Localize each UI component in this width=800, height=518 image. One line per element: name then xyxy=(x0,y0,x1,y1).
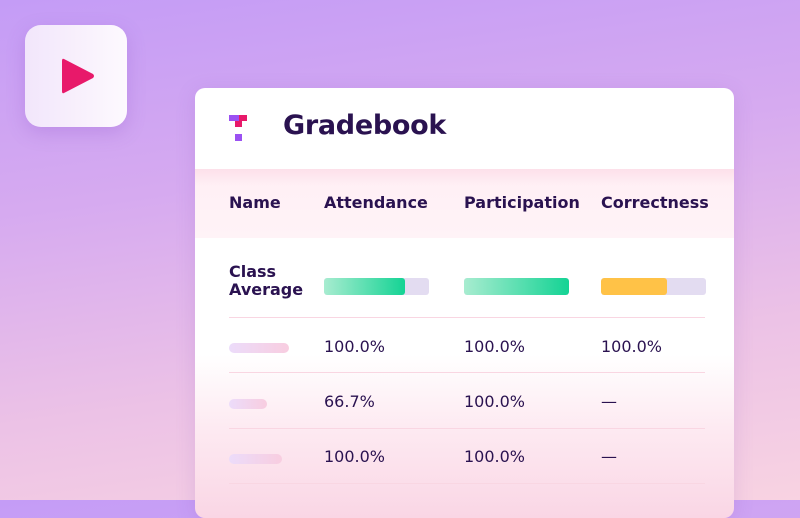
gradebook-card: Gradebook Name Attendance Participation … xyxy=(195,88,734,518)
participation-cell: 100.0% xyxy=(464,447,526,466)
participation-average-bar xyxy=(464,278,569,295)
row-divider xyxy=(229,317,705,318)
row-divider xyxy=(229,372,705,373)
participation-average-fill xyxy=(464,278,569,295)
attendance-average-bar xyxy=(324,278,429,295)
card-header: Gradebook xyxy=(195,88,734,169)
participation-cell: 100.0% xyxy=(464,392,526,411)
column-header-name[interactable]: Name xyxy=(229,193,281,212)
student-name-redacted[interactable] xyxy=(229,454,282,464)
table-header: Name Attendance Participation Correctnes… xyxy=(195,169,734,238)
participation-cell: 100.0% xyxy=(464,337,526,356)
class-average-label-line1: Class xyxy=(229,262,277,281)
attendance-cell: 100.0% xyxy=(324,447,386,466)
column-header-attendance[interactable]: Attendance xyxy=(324,193,428,212)
correctness-cell: 100.0% xyxy=(601,337,663,356)
correctness-average-bar xyxy=(601,278,706,295)
play-icon xyxy=(62,58,94,94)
page-title: Gradebook xyxy=(283,110,447,141)
column-header-correctness[interactable]: Correctness xyxy=(601,193,709,212)
correctness-average-fill xyxy=(601,278,668,295)
attendance-average-fill xyxy=(324,278,405,295)
correctness-cell: — xyxy=(601,392,617,411)
attendance-cell: 100.0% xyxy=(324,337,386,356)
row-divider xyxy=(229,483,705,484)
class-average-label: Class Average xyxy=(229,263,303,299)
row-divider xyxy=(229,428,705,429)
student-name-redacted[interactable] xyxy=(229,399,267,409)
student-name-redacted[interactable] xyxy=(229,343,289,353)
gradebook-logo-icon xyxy=(229,115,247,141)
app-icon-tile[interactable] xyxy=(25,25,127,127)
class-average-label-line2: Average xyxy=(229,280,304,299)
column-header-participation[interactable]: Participation xyxy=(464,193,580,212)
correctness-cell: — xyxy=(601,447,617,466)
attendance-cell: 66.7% xyxy=(324,392,375,411)
